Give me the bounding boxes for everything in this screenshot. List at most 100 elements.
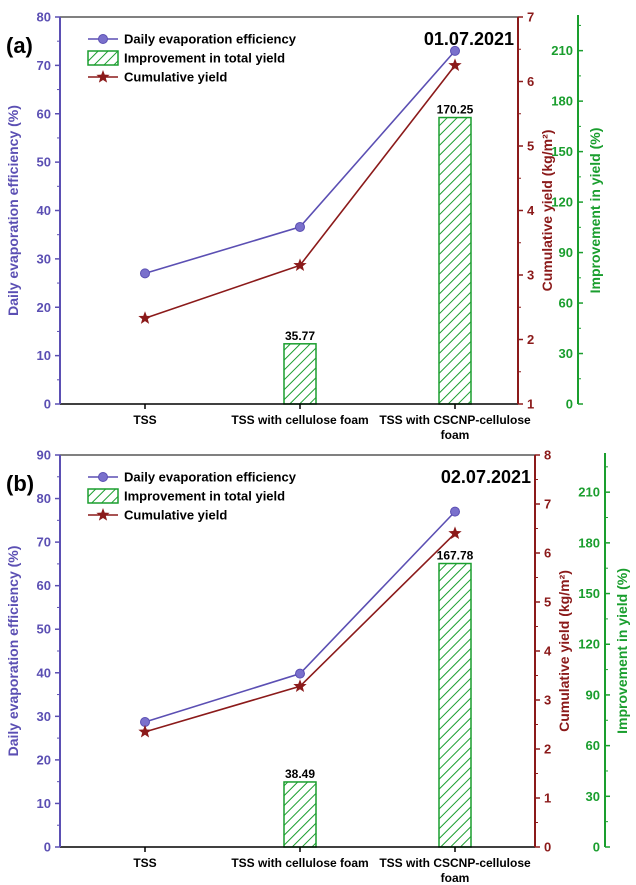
cumulative-yield-point: [138, 311, 152, 324]
improvement-tick-label: 120: [551, 195, 573, 210]
legend-yield-label: Cumulative yield: [124, 508, 227, 523]
yield-axis-title: Cumulative yield (kg/m²): [556, 570, 572, 732]
legend-yield-marker: [96, 70, 110, 83]
cumulative-yield-point: [138, 724, 152, 738]
x-tick-label: TSS with cellulose foam: [231, 413, 368, 427]
efficiency-point: [295, 668, 305, 679]
left-tick-label: 10: [37, 796, 51, 811]
yield-tick-label: 3: [544, 693, 551, 708]
improvement-tick-label: 90: [559, 245, 573, 260]
yield-tick-label: 4: [527, 203, 535, 218]
date-label: 01.07.2021: [424, 29, 514, 49]
legend-efficiency-label: Daily evaporation efficiency: [124, 32, 297, 47]
panel-label: (b): [6, 471, 34, 496]
yield-tick-label: 2: [527, 332, 534, 347]
x-tick-label: TSS: [133, 856, 156, 870]
legend-improvement-swatch: [87, 488, 119, 504]
left-tick-label: 0: [44, 397, 51, 412]
x-tick-label: foam: [441, 871, 470, 885]
improvement-tick-label: 210: [551, 43, 573, 58]
improvement-tick-label: 0: [593, 840, 600, 855]
yield-axis-title: Cumulative yield (kg/m²): [539, 130, 555, 292]
left-tick-label: 30: [37, 709, 51, 724]
yield-tick-label: 4: [544, 644, 552, 659]
left-tick-label: 70: [37, 535, 51, 550]
efficiency-point: [140, 268, 150, 279]
yield-tick-label: 3: [527, 268, 534, 283]
left-tick-label: 20: [37, 752, 51, 767]
date-label: 02.07.2021: [441, 467, 531, 487]
improvement-tick-label: 150: [551, 144, 573, 159]
left-axis-title: Daily evaporation efficiency (%): [5, 546, 21, 757]
left-tick-label: 80: [37, 491, 51, 506]
improvement-tick-label: 60: [586, 738, 600, 753]
improvement-bar: [438, 562, 472, 848]
yield-tick-label: 1: [527, 397, 534, 412]
yield-tick-label: 7: [527, 10, 534, 25]
yield-tick-label: 7: [544, 497, 551, 512]
panel-a: 35.77 170.25 TSS TSS with cellulose foam TSS…: [5, 10, 603, 443]
yield-tick-label: 6: [544, 546, 551, 561]
bar-data-label: 170.25: [437, 103, 474, 117]
improvement-tick-label: 120: [578, 637, 600, 652]
left-tick-label: 50: [37, 155, 51, 170]
legend-yield-label: Cumulative yield: [124, 70, 227, 85]
left-tick-label: 60: [37, 578, 51, 593]
x-tick-label: TSS: [133, 413, 156, 427]
left-tick-label: 20: [37, 300, 51, 315]
x-tick-label: foam: [441, 428, 470, 442]
cumulative-yield-point: [293, 258, 307, 271]
improvement-tick-label: 60: [559, 296, 573, 311]
improvement-axis-title: Improvement in yield (%): [614, 568, 630, 734]
improvement-tick-label: 90: [586, 687, 600, 702]
left-tick-label: 40: [37, 665, 51, 680]
x-tick-label: TSS with CSCNP-cellulose: [379, 856, 531, 870]
improvement-tick-label: 30: [559, 346, 573, 361]
cumulative-yield-line: [144, 532, 456, 733]
improvement-axis-title: Improvement in yield (%): [587, 128, 603, 294]
yield-tick-label: 5: [544, 595, 551, 610]
legend-efficiency-marker: [98, 34, 108, 44]
cumulative-yield-point: [448, 526, 462, 540]
efficiency-point: [295, 221, 305, 232]
improvement-tick-label: 150: [578, 586, 600, 601]
improvement-bar: [283, 343, 317, 405]
improvement-tick-label: 0: [566, 397, 573, 412]
legend-efficiency-marker: [98, 472, 108, 482]
left-tick-label: 10: [37, 348, 51, 363]
yield-tick-label: 1: [544, 791, 551, 806]
bar-data-label: 38.49: [285, 767, 315, 781]
legend-yield-marker: [96, 508, 110, 521]
left-axis-title: Daily evaporation efficiency (%): [5, 105, 21, 316]
improvement-tick-label: 180: [578, 535, 600, 550]
left-tick-label: 90: [37, 448, 51, 463]
legend-efficiency-label: Daily evaporation efficiency: [124, 470, 297, 485]
improvement-bar: [283, 781, 317, 848]
yield-tick-label: 5: [527, 139, 534, 154]
left-tick-label: 50: [37, 622, 51, 637]
improvement-tick-label: 180: [551, 94, 573, 109]
left-tick-label: 70: [37, 58, 51, 73]
legend-improvement-label: Improvement in total yield: [124, 489, 285, 504]
bar-data-label: 35.77: [285, 329, 315, 343]
left-tick-label: 30: [37, 251, 51, 266]
panel-b: 38.49 167.78 TSS TSS with cellulose foam TSS…: [5, 448, 630, 885]
yield-tick-label: 2: [544, 742, 551, 757]
cumulative-yield-point: [448, 58, 462, 72]
legend-improvement-swatch: [87, 50, 119, 66]
left-tick-label: 40: [37, 203, 51, 218]
legend-improvement-label: Improvement in total yield: [124, 51, 285, 66]
x-tick-label: TSS with cellulose foam: [231, 856, 368, 870]
left-tick-label: 80: [37, 10, 51, 25]
cumulative-yield-point: [293, 679, 307, 692]
efficiency-point: [450, 506, 460, 517]
left-tick-label: 60: [37, 106, 51, 121]
yield-tick-label: 0: [544, 840, 551, 855]
x-tick-label: TSS with CSCNP-cellulose: [379, 413, 531, 427]
yield-tick-label: 6: [527, 74, 534, 89]
improvement-bar: [438, 116, 472, 405]
efficiency-line: [144, 511, 456, 723]
improvement-tick-label: 210: [578, 485, 600, 500]
improvement-tick-label: 30: [586, 789, 600, 804]
